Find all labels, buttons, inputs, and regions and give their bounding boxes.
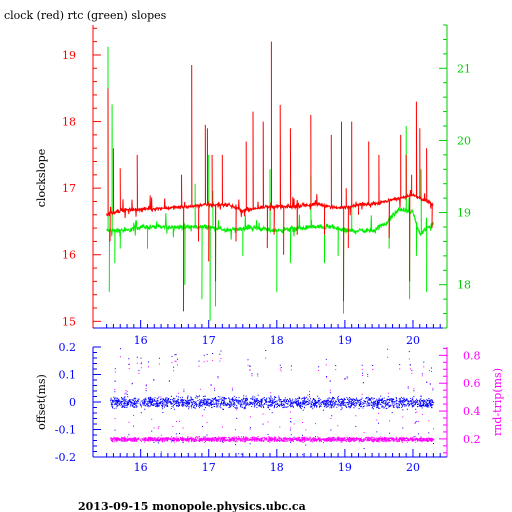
top-left-tick-label: 18 xyxy=(62,116,76,129)
top-left-tick-label: 16 xyxy=(62,249,76,262)
bottom-right-tick-label: 0.8 xyxy=(463,349,481,362)
chart-title: clock (red) rtc (green) slopes xyxy=(4,9,167,22)
top-right-tick-label: 19 xyxy=(457,207,471,220)
bottom-left-tick-label: -0.2 xyxy=(55,451,76,464)
top-y-axis-label: clockslope xyxy=(35,149,48,207)
top-x-tick-label: 18 xyxy=(270,334,284,347)
bottom-left-tick-label: -0.1 xyxy=(55,424,76,437)
bottom-left-tick-label: 0.2 xyxy=(59,341,77,354)
scatter-points-offset xyxy=(110,348,435,456)
top-left-tick-label: 15 xyxy=(62,315,76,328)
bottom-y-axis-label: offset(ms) xyxy=(35,374,48,430)
bottom-plot: 16 17 18 19 20 -0.2 -0.1 0 0.1 0.2 0.2 0.4 0.6 0.8 off… xyxy=(35,341,504,474)
top-x-tick-label: 17 xyxy=(202,334,216,347)
bottom-x-tick-label: 20 xyxy=(406,461,420,474)
bottom-y2-axis-label: rnd-trip(ms) xyxy=(491,368,504,436)
bottom-left-tick-label: 0.1 xyxy=(59,369,77,382)
top-plot: 16 17 18 19 20 15 16 17 18 19 18 19 20 21 clockslope xyxy=(35,24,471,347)
top-x-tick-label: 19 xyxy=(338,334,352,347)
top-right-tick-label: 18 xyxy=(457,279,471,292)
footer-text: 2013-09-15 monopole.physics.ubc.ca xyxy=(78,500,306,512)
top-x-tick-label: 16 xyxy=(134,334,148,347)
top-right-tick-label: 20 xyxy=(457,134,471,147)
top-left-tick-label: 19 xyxy=(62,49,76,62)
series-line-clock xyxy=(106,41,434,312)
bottom-x-tick-label: 16 xyxy=(134,461,148,474)
series-line-rtc xyxy=(106,46,434,321)
bottom-x-tick-label: 19 xyxy=(338,461,352,474)
bottom-right-tick-label: 0.6 xyxy=(463,377,481,390)
bottom-x-tick-label: 18 xyxy=(270,461,284,474)
bottom-right-tick-label: 0.2 xyxy=(463,433,481,446)
bottom-x-tick-label: 17 xyxy=(202,461,216,474)
top-x-tick-label: 20 xyxy=(406,334,420,347)
top-right-tick-label: 21 xyxy=(457,62,471,75)
scatter-points-rnd-trip xyxy=(110,356,435,444)
top-left-tick-label: 17 xyxy=(62,182,76,195)
bottom-left-tick-label: 0 xyxy=(69,396,76,409)
bottom-right-tick-label: 0.4 xyxy=(463,405,481,418)
